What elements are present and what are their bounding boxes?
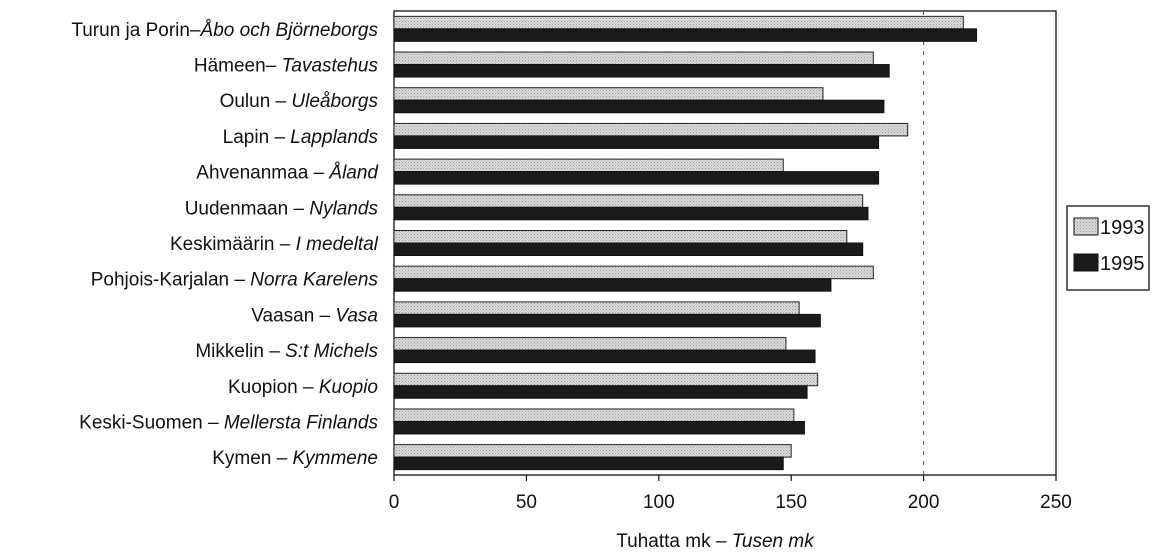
legend-swatch-1995 (1073, 253, 1099, 272)
x-axis-title: Tuhatta mk – Tusen mk (616, 531, 815, 552)
category-label: Turun ja Porin–Åbo och Björneborgs (71, 20, 378, 41)
x-tick-label: 250 (1040, 492, 1072, 513)
category-label: Lapin – Lapplands (223, 127, 379, 148)
bar-1995 (393, 99, 885, 114)
bar-1993 (393, 122, 909, 137)
category-label: Kymen – Kymmene (212, 448, 378, 469)
x-tick-label: 100 (643, 492, 675, 513)
bar-1995 (393, 313, 821, 328)
bar-1993 (393, 372, 819, 387)
x-tick-label: 0 (389, 492, 400, 513)
legend-label-1993: 1993 (1100, 217, 1145, 239)
x-tick-label: 50 (516, 492, 537, 513)
category-label: Keski-Suomen – Mellersta Finlands (79, 412, 378, 433)
bar-1993 (393, 337, 787, 351)
x-axis: 0 50 100 150 200 250 Tuhatta mk – Tusen mk (389, 475, 1072, 552)
bar-1995 (393, 135, 880, 149)
category-label: Vaasan – Vasa (251, 305, 378, 326)
bar-1993 (393, 301, 800, 315)
bar-1995 (393, 456, 784, 471)
x-tick-label: 150 (775, 492, 807, 513)
category-label: Keskimäärin – I medeltal (170, 234, 379, 255)
category-labels: Turun ja Porin–Åbo och Björneborgs Hämeen… (71, 20, 379, 469)
bar-1995 (393, 278, 832, 292)
category-label: Hämeen– Tavastehus (194, 56, 379, 77)
plot-area (393, 10, 1057, 476)
bar-1995 (393, 385, 808, 399)
category-label: Oulun – Uleåborgs (220, 91, 379, 112)
bar-1993 (393, 444, 792, 458)
bar-1993 (393, 194, 864, 208)
legend-swatch-1993 (1073, 217, 1099, 236)
legend: 1993 1995 (1066, 205, 1150, 291)
x-tick-label: 200 (908, 492, 940, 513)
bar-1995 (393, 28, 978, 42)
bar-1995 (393, 420, 805, 435)
category-label: Kuopion – Kuopio (228, 377, 378, 398)
category-label: Uudenmaan – Nylands (185, 198, 379, 219)
category-label: Ahvenanmaa – Åland (196, 163, 379, 184)
bar-1993 (393, 408, 795, 422)
category-label: Mikkelin – S:t Michels (195, 341, 378, 362)
bar-1995 (393, 206, 869, 221)
legend-label-1995: 1995 (1100, 253, 1145, 275)
bar-1993 (393, 158, 784, 173)
bar-1995 (393, 242, 864, 256)
bar-1995 (393, 171, 880, 185)
bar-1993 (393, 15, 964, 30)
category-label: Pohjois-Karjalan – Norra Karelens (91, 270, 379, 291)
bar-1995 (393, 64, 890, 78)
bar-1993 (393, 87, 824, 101)
bar-1995 (393, 349, 816, 364)
bar-1993 (393, 51, 874, 66)
bar-1993 (393, 265, 874, 280)
bar-1993 (393, 230, 848, 244)
